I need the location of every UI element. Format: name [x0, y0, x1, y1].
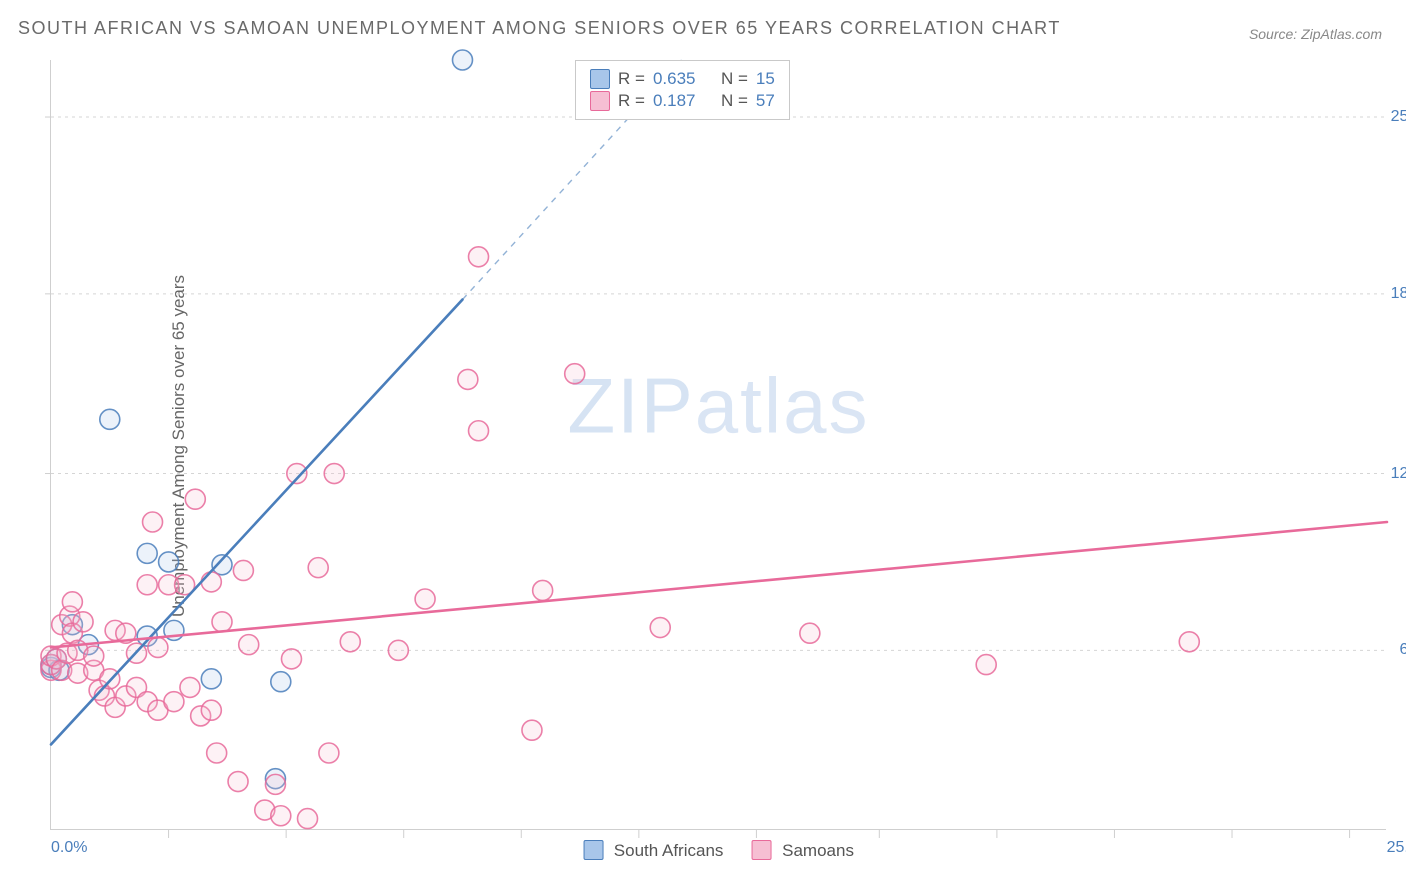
chart-svg: [51, 60, 1386, 829]
swatch-south-africans-b: [583, 840, 603, 860]
swatch-samoans-b: [751, 840, 771, 860]
n-label: N =: [721, 91, 748, 111]
corr-row-samoan: R = 0.187 N = 57: [590, 91, 775, 111]
n-label: N =: [721, 69, 748, 89]
legend-item-sa: South Africans: [583, 840, 723, 861]
x-max-label: 25.0%: [1387, 839, 1406, 857]
r-value-sa: 0.635: [653, 69, 696, 89]
legend-item-samoan: Samoans: [751, 840, 854, 861]
n-value-samoan: 57: [756, 91, 775, 111]
bottom-legend: South Africans Samoans: [583, 840, 854, 861]
r-label: R =: [618, 91, 645, 111]
x-origin-label: 0.0%: [51, 839, 87, 857]
plot-area: ZIPatlas R = 0.635 N = 15 R = 0.187 N = …: [50, 60, 1386, 830]
swatch-samoans: [590, 91, 610, 111]
y-tick-label: 12.5%: [1391, 465, 1406, 483]
swatch-south-africans: [590, 69, 610, 89]
r-label: R =: [618, 69, 645, 89]
r-value-samoan: 0.187: [653, 91, 696, 111]
n-value-sa: 15: [756, 69, 775, 89]
y-tick-label: 6.3%: [1400, 641, 1406, 659]
source-label: Source: ZipAtlas.com: [1249, 26, 1382, 42]
y-tick-label: 18.8%: [1391, 285, 1406, 303]
y-tick-label: 25.0%: [1391, 108, 1406, 126]
legend-label-samoan: Samoans: [782, 841, 854, 860]
correlation-box: R = 0.635 N = 15 R = 0.187 N = 57: [575, 60, 790, 120]
chart-title: SOUTH AFRICAN VS SAMOAN UNEMPLOYMENT AMO…: [18, 18, 1061, 39]
legend-label-sa: South Africans: [614, 841, 724, 860]
corr-row-sa: R = 0.635 N = 15: [590, 69, 775, 89]
